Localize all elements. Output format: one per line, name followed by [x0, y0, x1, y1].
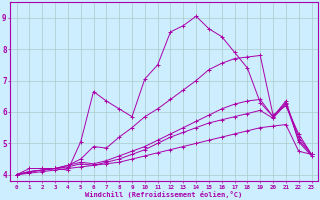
X-axis label: Windchill (Refroidissement éolien,°C): Windchill (Refroidissement éolien,°C) [85, 191, 243, 198]
